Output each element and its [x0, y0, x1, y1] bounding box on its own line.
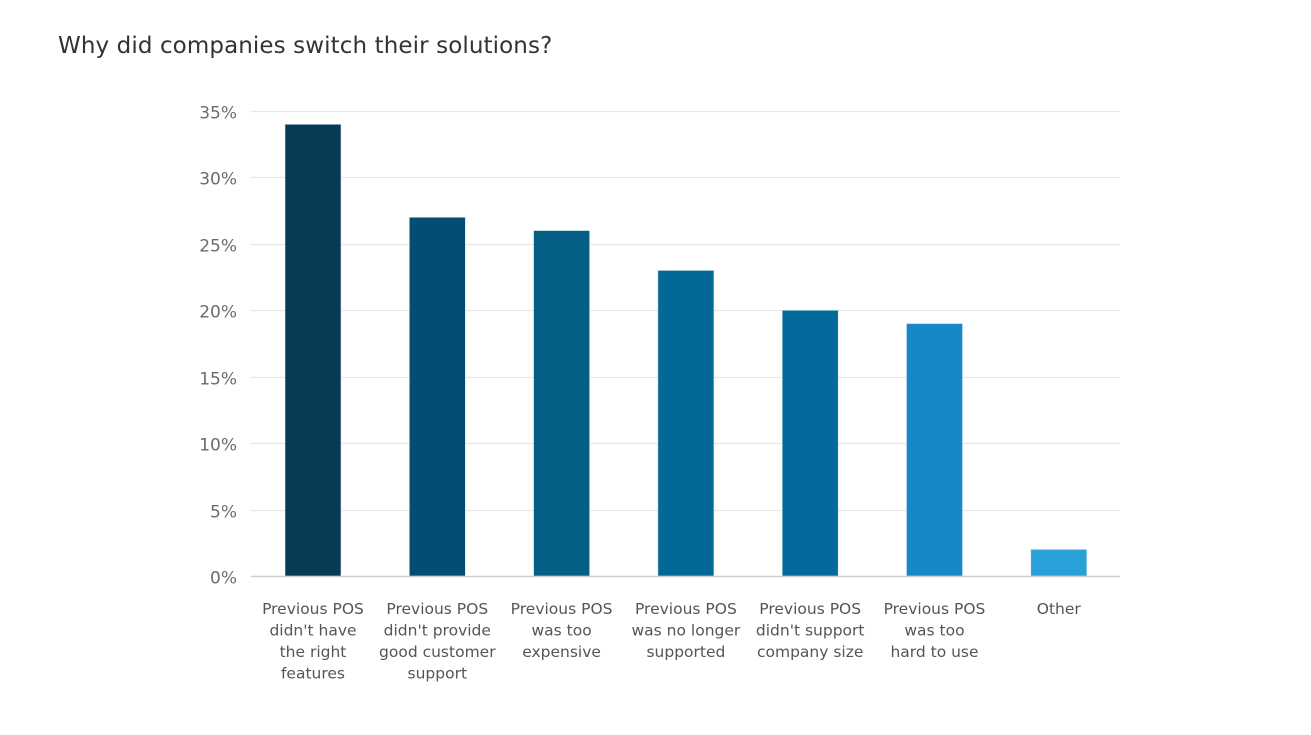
x-tick-label: Previous POS didn't provide good customer s…	[379, 600, 496, 683]
y-tick-label: 35%	[199, 104, 237, 124]
x-tick-label-line: Previous POS	[386, 600, 488, 618]
bar	[284, 123, 342, 577]
bar	[408, 216, 466, 577]
bar	[906, 323, 963, 577]
y-axis-ticks: 0% 5% 10% 15% 20% 25% 30% 35%	[199, 104, 237, 589]
x-tick-label-line: supported	[646, 643, 725, 661]
x-tick-label-line: was too	[904, 622, 964, 640]
y-tick-label: 5%	[210, 503, 237, 523]
x-tick-label-line: company size	[757, 643, 863, 661]
x-tick-label-line: good customer	[379, 643, 496, 661]
x-tick-label-line: Other	[1037, 600, 1082, 618]
y-tick-label: 30%	[199, 170, 237, 190]
x-tick-label: Previous POS was no longer supported	[632, 600, 741, 661]
x-tick-label: Previous POS was too expensive	[511, 600, 613, 661]
x-tick-label-line: Previous POS	[511, 600, 613, 618]
bar	[533, 230, 590, 577]
x-tick-label-line: the right	[280, 643, 347, 661]
x-axis-labels: Previous POS didn't have the right features…	[262, 600, 1081, 683]
x-tick-label: Other	[1037, 600, 1082, 618]
y-tick-label: 25%	[199, 237, 237, 257]
x-tick-label-line: didn't have	[269, 622, 356, 640]
x-tick-label-line: support	[408, 665, 468, 683]
x-tick-label-line: Previous POS	[884, 600, 986, 618]
bar	[1030, 549, 1088, 577]
y-tick-label: 0%	[210, 569, 237, 589]
bar	[657, 270, 715, 577]
chart-title: Why did companies switch their solutions…	[58, 33, 553, 59]
x-tick-label-line: Previous POS	[262, 600, 364, 618]
bars	[284, 123, 1088, 577]
x-tick-label-line: expensive	[522, 643, 601, 661]
x-tick-label-line: hard to use	[890, 643, 978, 661]
x-tick-label-line: Previous POS	[759, 600, 861, 618]
x-tick-label-line: was no longer	[632, 622, 741, 640]
x-tick-label: Previous POS didn't support company size	[756, 600, 865, 661]
y-tick-label: 15%	[199, 370, 237, 390]
x-tick-label-line: was too	[531, 622, 591, 640]
x-tick-label: Previous POS was too hard to use	[884, 600, 986, 661]
x-tick-label-line: didn't support	[756, 622, 865, 640]
y-tick-label: 10%	[199, 436, 237, 456]
x-tick-label-line: features	[281, 665, 345, 683]
x-tick-label-line: Previous POS	[635, 600, 737, 618]
y-tick-label: 20%	[199, 303, 237, 323]
bar	[781, 309, 839, 577]
x-tick-label-line: didn't provide	[384, 622, 491, 640]
x-tick-label: Previous POS didn't have the right features	[262, 600, 364, 683]
